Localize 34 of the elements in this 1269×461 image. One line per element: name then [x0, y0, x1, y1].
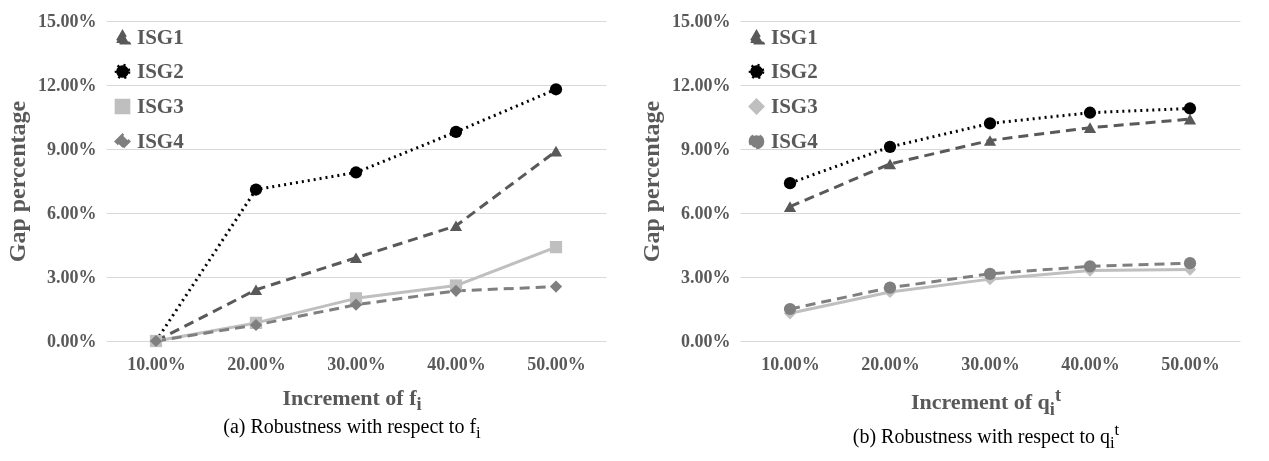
x-axis-title: Increment of f$_{i}$ — [281, 385, 423, 416]
legend-label: ISG2 — [137, 58, 184, 83]
y-tick-label: 0.00% — [47, 330, 97, 351]
y-tick-label: 12.00% — [38, 74, 97, 95]
x-tick-label: 20.00% — [227, 353, 286, 374]
x-tick-label: 40.00% — [1061, 353, 1120, 374]
legend-label: ISG1 — [771, 24, 818, 49]
text: (a) Robustness with respect to f$_{i}$ — [222, 415, 482, 444]
y-tick-label: 6.00% — [681, 202, 731, 223]
x-tick-label: 30.00% — [327, 353, 386, 374]
y-axis-title: Gap percentage — [4, 100, 30, 263]
legend-label: ISG3 — [137, 93, 184, 118]
legend-label: ISG4 — [771, 128, 819, 153]
legend-label: ISG4 — [137, 128, 185, 153]
y-tick-label: 3.00% — [681, 266, 731, 287]
y-tick-label: 9.00% — [681, 138, 731, 159]
y-tick-label: 6.00% — [47, 202, 97, 223]
y-tick-label: 0.00% — [681, 330, 731, 351]
y-tick-label: 9.00% — [47, 138, 97, 159]
x-tick-label: 20.00% — [861, 353, 920, 374]
x-tick-label: 50.00% — [527, 353, 586, 374]
legend-label: ISG1 — [137, 24, 184, 49]
legend-label: ISG2 — [771, 58, 818, 83]
legend-label: ISG3 — [771, 93, 818, 118]
y-tick-label: 15.00% — [38, 10, 97, 31]
x-tick-label: 50.00% — [1161, 353, 1220, 374]
y-axis-title: Gap percentage — [638, 100, 664, 263]
y-tick-label: 12.00% — [672, 74, 731, 95]
y-tick-label: 15.00% — [672, 10, 731, 31]
y-tick-label: 3.00% — [47, 266, 97, 287]
x-tick-label: 40.00% — [427, 353, 486, 374]
x-tick-label: 30.00% — [961, 353, 1020, 374]
x-tick-label: 10.00% — [127, 353, 186, 374]
x-tick-label: 10.00% — [761, 353, 820, 374]
